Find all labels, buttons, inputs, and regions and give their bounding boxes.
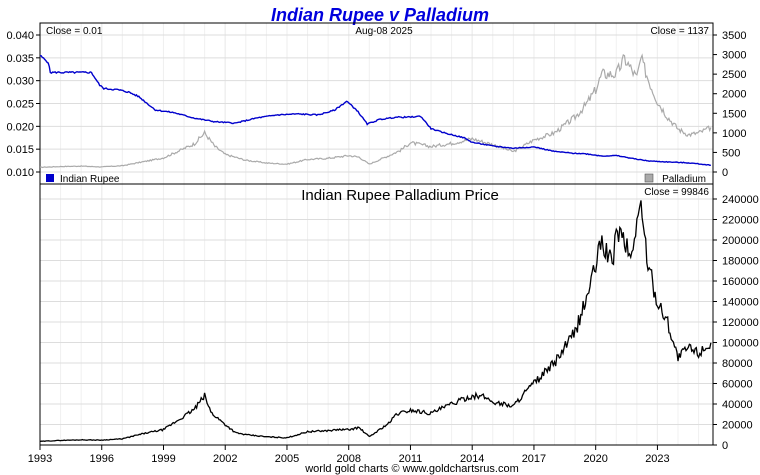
right-tick-label: 1500 (722, 108, 746, 120)
bottom-right-tick-label: 180000 (722, 256, 759, 268)
right-tick-label: 2000 (722, 89, 746, 101)
right-tick-label: 0 (722, 167, 728, 179)
x-tick-label: 2023 (645, 453, 669, 465)
x-tick-label: 1996 (90, 453, 114, 465)
x-tick-label: 2014 (460, 453, 484, 465)
x-tick-label: 1999 (151, 453, 175, 465)
right-close-label: Close = 1137 (651, 26, 710, 37)
right-tick-label: 2500 (722, 69, 746, 81)
bottom-panel-frame (39, 183, 714, 446)
bottom-right-tick-label: 100000 (722, 338, 759, 350)
rupee-series-line (39, 55, 711, 167)
bottom-right-tick-label: 200000 (722, 235, 759, 247)
bottom-right-tick-label: 40000 (722, 399, 753, 411)
bottom-panel: 2400002200002000001800001600001400001200… (28, 183, 759, 465)
bottom-right-axis: 2400002200002000001800001600001400001200… (713, 194, 759, 452)
left-tick-label: 0.025 (6, 99, 34, 111)
right-tick-label: 3500 (722, 30, 746, 42)
x-tick-label: 2005 (275, 453, 299, 465)
left-tick-label: 0.015 (6, 144, 34, 156)
left-tick-label: 0.010 (6, 167, 34, 179)
left-tick-label: 0.040 (6, 30, 34, 42)
top-right-axis: 3500 3000 2500 2000 1500 1000 500 0 (713, 30, 746, 179)
chart-title: Indian Rupee v Palladium (271, 5, 489, 25)
left-close-label: Close = 0.01 (46, 26, 103, 37)
x-tick-label: 2020 (583, 453, 607, 465)
top-grid (39, 23, 713, 184)
left-tick-label: 0.020 (6, 121, 34, 133)
bottom-right-tick-label: 120000 (722, 317, 759, 329)
legend-rupee-swatch (46, 174, 54, 182)
bottom-close-label: Close = 99846 (644, 187, 709, 198)
x-tick-label: 1993 (28, 453, 52, 465)
x-tick-label: 2008 (336, 453, 360, 465)
bottom-right-tick-label: 0 (722, 440, 728, 452)
legend-rupee-label: Indian Rupee (60, 174, 120, 185)
right-tick-label: 1000 (722, 128, 746, 140)
bottom-right-tick-label: 20000 (722, 420, 753, 432)
right-tick-label: 500 (722, 147, 740, 159)
bottom-right-tick-label: 160000 (722, 276, 759, 288)
bottom-grid (39, 184, 713, 446)
x-tick-label: 2017 (522, 453, 546, 465)
bottom-right-tick-label: 80000 (722, 358, 753, 370)
x-axis: 1993 1996 1999 2002 2005 2008 2011 2014 2017 2020… (28, 445, 670, 465)
price-series-line (39, 200, 712, 443)
bottom-chart-title: Indian Rupee Palladium Price (301, 187, 499, 204)
bottom-right-tick-label: 60000 (722, 379, 753, 391)
top-panel: 0.040 0.035 0.030 0.025 0.020 0.015 0.010 3500… (6, 22, 746, 185)
left-tick-label: 0.035 (6, 53, 34, 65)
right-tick-label: 3000 (722, 50, 746, 62)
date-label: Aug-08 2025 (355, 26, 413, 37)
bottom-right-tick-label: 140000 (722, 297, 759, 309)
bottom-right-tick-label: 220000 (722, 215, 759, 227)
x-tick-label: 2002 (213, 453, 237, 465)
left-tick-label: 0.030 (6, 76, 34, 88)
legend-palladium-label: Palladium (662, 174, 706, 185)
palladium-series-line (39, 53, 712, 169)
top-left-axis: 0.040 0.035 0.030 0.025 0.020 0.015 0.010 (6, 30, 40, 179)
footer-credit: world gold charts © www.goldchartsrus.co… (304, 463, 519, 475)
x-tick-label: 2011 (399, 453, 423, 465)
bottom-right-tick-label: 240000 (722, 194, 759, 206)
legend-palladium-swatch (644, 173, 654, 183)
